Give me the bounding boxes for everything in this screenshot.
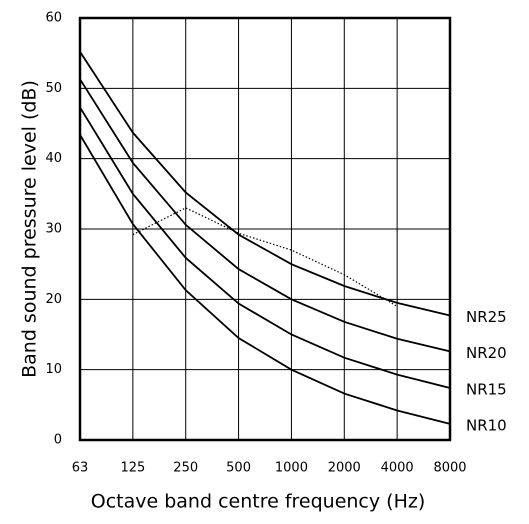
plot-border <box>78 16 452 442</box>
y-tick-label: 10 <box>45 362 62 377</box>
y-tick-label: 40 <box>45 151 62 166</box>
x-tick-label: 500 <box>226 461 251 476</box>
y-tick-label: 30 <box>45 222 62 237</box>
series-label: NR10 <box>466 416 507 434</box>
dotted-line <box>132 207 398 307</box>
y-axis-label: Band sound pressure level (dB) <box>19 80 41 378</box>
x-tick-label: 1000 <box>275 461 308 476</box>
series-label: NR25 <box>466 308 507 326</box>
series-label: NR15 <box>466 380 507 398</box>
series-line <box>79 78 451 353</box>
series-line <box>79 134 451 425</box>
series-line <box>79 51 451 317</box>
x-tick-label: 4000 <box>381 461 414 476</box>
y-tick-label: 0 <box>54 433 62 448</box>
x-tick-label: 250 <box>173 461 198 476</box>
series-line <box>79 106 451 389</box>
series-label: NR20 <box>466 344 507 362</box>
x-tick-label: 125 <box>120 461 145 476</box>
y-tick-label: 20 <box>45 292 62 307</box>
x-axis-label: Octave band centre frequency (Hz) <box>91 491 426 513</box>
y-tick-label: 50 <box>45 81 62 96</box>
x-tick-label: 63 <box>72 461 89 476</box>
x-tick-label: 8000 <box>433 461 466 476</box>
x-tick-label: 2000 <box>328 461 361 476</box>
y-tick-label: 60 <box>45 11 62 26</box>
